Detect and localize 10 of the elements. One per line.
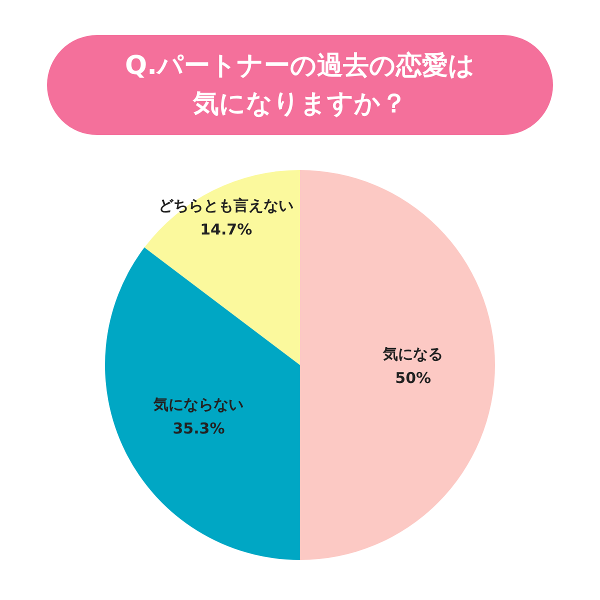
slice-label: どちらとも言えない (158, 196, 294, 215)
pie-slice (144, 170, 300, 365)
data-label: 14.7% (200, 220, 252, 239)
pie-slice (105, 247, 300, 560)
slice-label: 気になる (382, 345, 444, 363)
chart-title: Q.パートナーの過去の恋愛は気になりますか？ (124, 50, 476, 121)
pie-slice (300, 170, 495, 560)
data-label: 50% (395, 369, 432, 387)
data-label: 35.3% (172, 419, 225, 438)
slice-label: 気にならない (152, 395, 244, 414)
